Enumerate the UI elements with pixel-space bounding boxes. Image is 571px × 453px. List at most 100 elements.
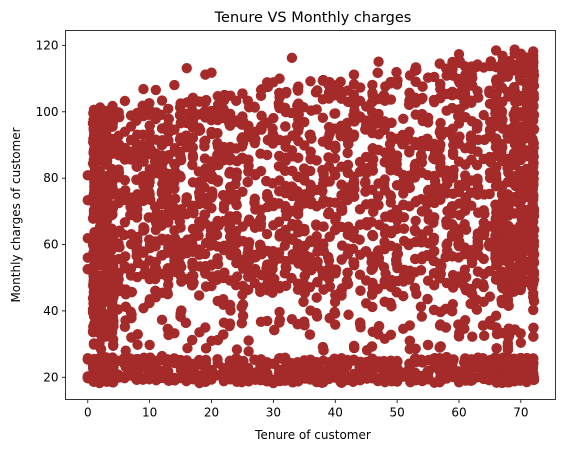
data-point <box>243 240 254 251</box>
data-point <box>138 303 149 314</box>
data-point <box>242 176 253 188</box>
data-point <box>367 356 378 367</box>
data-point <box>305 146 316 157</box>
data-point <box>243 124 254 135</box>
data-point <box>101 247 112 258</box>
data-point <box>162 216 174 228</box>
data-point <box>453 240 465 252</box>
data-point <box>317 270 329 281</box>
data-point <box>466 252 477 263</box>
data-point <box>509 114 520 125</box>
data-point <box>360 186 371 197</box>
data-point <box>404 373 415 385</box>
data-point <box>466 283 477 295</box>
data-point <box>372 191 384 202</box>
data-point <box>169 159 180 170</box>
data-point <box>126 332 137 343</box>
data-point <box>404 145 415 156</box>
data-point <box>472 146 483 157</box>
data-point <box>286 190 298 202</box>
data-point <box>528 216 539 227</box>
data-point <box>360 372 372 383</box>
data-point <box>398 290 409 302</box>
data-point <box>205 240 216 251</box>
data-point <box>497 214 508 225</box>
x-tick-label: 30 <box>266 406 281 420</box>
data-point <box>360 120 372 131</box>
data-point <box>336 221 347 233</box>
data-point <box>182 108 193 120</box>
data-point <box>453 49 465 60</box>
data-point <box>274 317 285 328</box>
x-axis: 0 10 20 30 40 50 60 70 <box>84 399 528 420</box>
data-point <box>231 170 242 182</box>
data-point <box>194 261 206 272</box>
data-point <box>261 188 273 200</box>
data-point <box>156 95 168 106</box>
data-point <box>422 72 434 83</box>
data-point <box>343 138 354 150</box>
data-point <box>113 372 124 383</box>
data-point <box>515 328 526 339</box>
data-point <box>373 108 384 120</box>
data-point <box>274 73 285 84</box>
data-point <box>503 232 515 244</box>
data-point <box>435 306 446 318</box>
data-point <box>373 199 384 211</box>
data-point <box>484 291 496 302</box>
data-point <box>311 104 322 115</box>
data-point <box>255 354 267 365</box>
data-point <box>286 52 298 64</box>
data-point <box>490 135 502 146</box>
data-point <box>237 186 248 197</box>
x-tick-label: 20 <box>204 406 219 420</box>
data-point <box>441 373 452 384</box>
data-point <box>299 140 310 151</box>
data-point <box>156 350 168 362</box>
data-point <box>150 292 162 303</box>
data-point <box>459 143 471 154</box>
data-point <box>429 212 440 223</box>
data-point <box>292 278 304 289</box>
data-point <box>82 252 93 263</box>
data-point <box>213 220 224 231</box>
data-point <box>360 177 371 189</box>
y-tick-label: 120 <box>36 38 59 52</box>
data-point <box>298 296 309 308</box>
data-point <box>249 137 261 149</box>
data-point <box>138 180 149 191</box>
data-point <box>385 276 397 287</box>
data-point <box>504 124 515 135</box>
data-point <box>472 232 483 243</box>
data-point <box>138 222 149 233</box>
data-point <box>150 134 162 145</box>
data-point <box>299 287 310 299</box>
data-point <box>459 170 471 181</box>
data-point <box>348 354 360 365</box>
data-point <box>108 315 119 327</box>
data-point <box>323 161 335 172</box>
data-point <box>410 355 421 367</box>
data-point <box>397 133 409 144</box>
data-point <box>169 183 180 194</box>
chart-title: Tenure VS Monthly charges <box>214 10 412 26</box>
data-point <box>175 132 186 143</box>
data-point <box>527 262 538 274</box>
data-point <box>280 261 291 272</box>
data-point <box>175 250 186 262</box>
data-point <box>453 271 465 282</box>
data-point <box>447 172 458 184</box>
data-point <box>175 98 186 109</box>
data-point <box>144 339 155 351</box>
data-point <box>398 113 409 124</box>
data-point <box>410 168 421 180</box>
x-tick-label: 40 <box>328 406 343 420</box>
data-point <box>367 301 378 313</box>
data-point <box>466 79 477 90</box>
data-point <box>231 226 242 237</box>
data-point <box>416 311 428 322</box>
points-layer <box>82 44 540 389</box>
data-point <box>348 225 360 237</box>
data-point <box>126 312 137 324</box>
